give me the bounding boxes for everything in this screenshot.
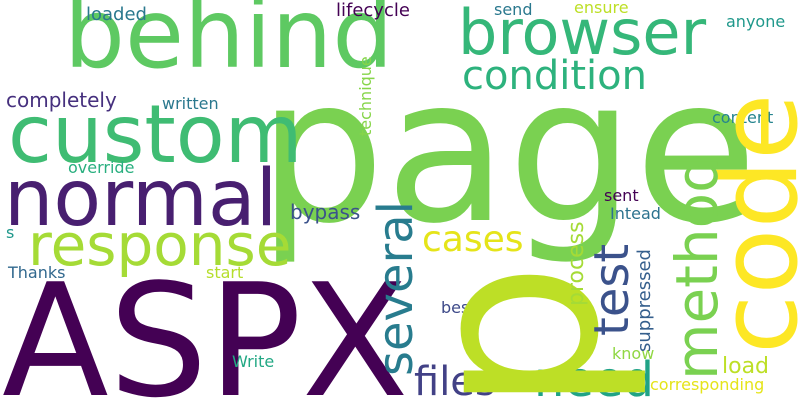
word-thanks: Thanks [8, 263, 66, 282]
word-write: Write [232, 352, 275, 371]
word-s: s [6, 223, 15, 242]
word-response: response [28, 211, 292, 279]
word-start: start [206, 263, 244, 282]
word-lifecycle: lifecycle [336, 0, 410, 21]
word-condition: condition [462, 53, 647, 99]
word-browser: browser [458, 0, 707, 69]
word-best: best [441, 298, 476, 317]
word-written: written [162, 94, 219, 113]
word-method: method [663, 156, 731, 380]
word-override: override [68, 158, 135, 177]
word-loaded: loaded [86, 4, 147, 25]
word-aspx: ASPX [2, 250, 409, 400]
word-ensure: ensure [574, 0, 629, 17]
word-behind: behind [64, 0, 394, 90]
word-process: process [564, 221, 589, 306]
word-send: send [494, 0, 533, 19]
word-page: page [258, 35, 758, 268]
word-load: load [722, 354, 770, 379]
word-content: content [712, 108, 774, 127]
word-sent: sent [604, 186, 639, 205]
word-technique: technique [356, 56, 375, 136]
word-custom: custom [8, 88, 303, 181]
word-need: need [534, 352, 654, 400]
word-corresponding: corresponding [650, 375, 765, 394]
word-cases: cases [422, 219, 524, 260]
word-test: test [584, 243, 640, 336]
word-files: files [414, 359, 496, 400]
word-several: several [368, 201, 424, 376]
word-anyone: anyone [726, 12, 786, 31]
word-completely: completely [6, 88, 117, 112]
word-suppressed: suppressed [634, 249, 655, 352]
word-bypass: bypass [290, 200, 361, 224]
word-intead: Intead [610, 204, 661, 223]
word-normal: normal [4, 154, 278, 244]
word-know: know [612, 344, 655, 363]
